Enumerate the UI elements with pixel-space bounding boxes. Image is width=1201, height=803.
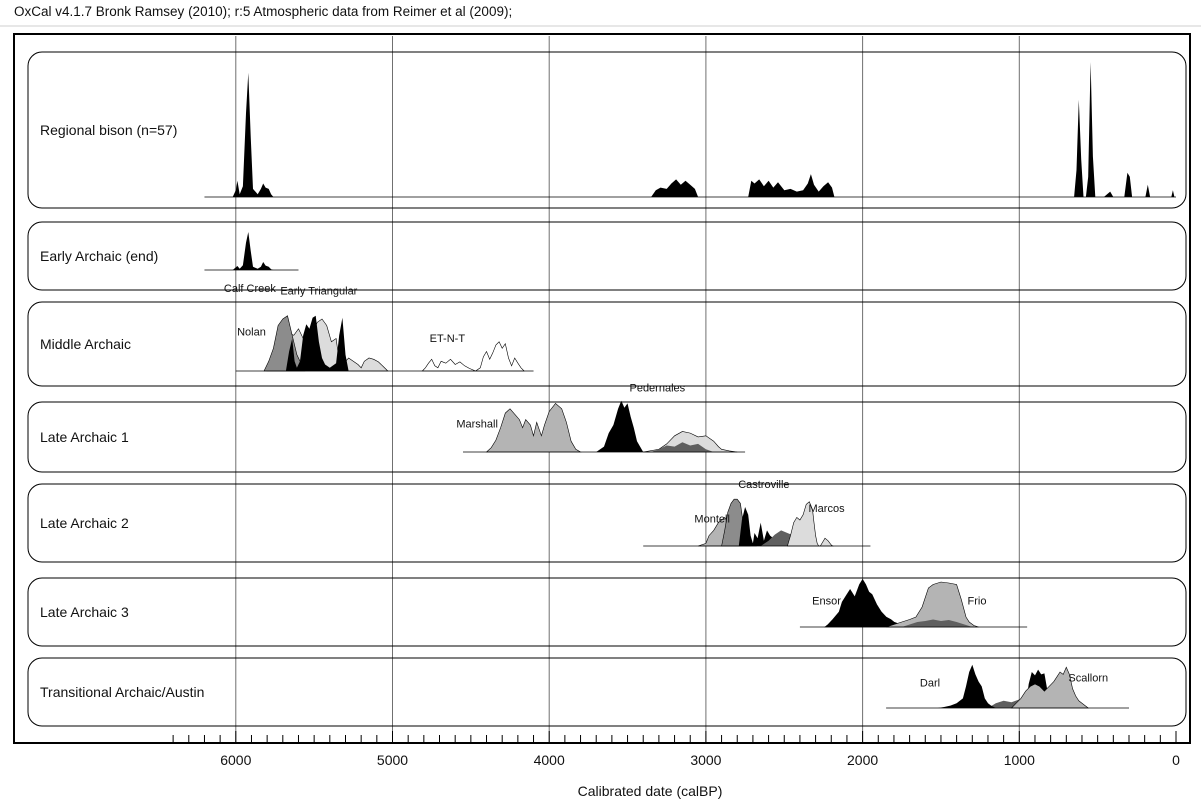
- series-3-3: [285, 315, 349, 371]
- row-box: [27, 301, 1187, 387]
- peak-label: Montell: [694, 514, 729, 526]
- series-4-3: [651, 442, 714, 452]
- row-label: Early Archaic (end): [40, 248, 158, 264]
- row-box: [27, 483, 1187, 563]
- series-1-1: [232, 72, 274, 197]
- series-1-2: [651, 179, 699, 197]
- row-box: [27, 577, 1187, 647]
- peak-label: Nolan: [237, 326, 266, 338]
- series-6-3: [901, 619, 973, 627]
- row-label: Middle Archaic: [40, 336, 131, 352]
- row-3: Middle Archaic Nolan Early Triangular ET-N-…: [27, 285, 1187, 387]
- peak-label: ET-N-T: [430, 333, 466, 345]
- series-1-3: [748, 174, 835, 197]
- tick-label: 1000: [1004, 752, 1035, 768]
- gridlines: [235, 36, 1020, 742]
- series-pedernales: [596, 400, 644, 452]
- x-axis-title: Calibrated date (calBP): [578, 783, 723, 799]
- chart-rows: Regional bison (n=57) Early Archaic (end)…: [27, 51, 1187, 727]
- series-et-n-t: [421, 341, 525, 372]
- peak-label: Scallorn: [1068, 673, 1108, 685]
- row-6: Late Archaic 3 Ensor Frio: [27, 577, 1187, 647]
- tick-label: 6000: [220, 752, 251, 768]
- peak-label: Darl: [920, 677, 940, 689]
- peak-label: Frio: [968, 596, 987, 608]
- row-1: Regional bison (n=57): [27, 51, 1187, 209]
- row-4: Late Archaic 1 Marshall Pedernales: [27, 383, 1187, 473]
- chart-header: OxCal v4.1.7 Bronk Ramsey (2010); r:5 At…: [14, 4, 513, 19]
- series-scallorn: [1010, 666, 1090, 709]
- series-frio: [886, 581, 979, 628]
- series-darl: [937, 664, 996, 708]
- peak-label: Castroville: [738, 479, 789, 491]
- row-label: Transitional Archaic/Austin: [40, 684, 204, 700]
- tick-label: 2000: [847, 752, 878, 768]
- row-box: [27, 401, 1187, 473]
- series-marcos: [786, 501, 834, 547]
- peak-label: Early Triangular: [280, 285, 357, 297]
- row-5: Late Archaic 2 Montell Castroville Marcos: [27, 479, 1187, 563]
- series-1-4: [1074, 62, 1175, 197]
- row-box: [27, 657, 1187, 727]
- tick-label: 4000: [534, 752, 565, 768]
- peak-label: Marshall: [456, 419, 498, 431]
- peak-label: Marcos: [809, 503, 846, 515]
- tick-label: 0: [1172, 752, 1180, 768]
- series-calf-creek: [232, 232, 274, 270]
- row-label: Late Archaic 2: [40, 515, 129, 531]
- tick-label: 3000: [690, 752, 721, 768]
- tick-label: 5000: [377, 752, 408, 768]
- row-label: Regional bison (n=57): [40, 122, 177, 138]
- row-7: Transitional Archaic/Austin Darl Scallorn: [27, 657, 1187, 727]
- peak-label: Calf Creek: [224, 283, 276, 295]
- peak-label: Pedernales: [629, 383, 685, 395]
- row-2: Early Archaic (end) Calf Creek: [27, 221, 1187, 295]
- row-label: Late Archaic 1: [40, 429, 129, 445]
- series-marshall: [485, 402, 582, 453]
- row-box: [27, 51, 1187, 209]
- row-box: [27, 221, 1187, 291]
- row-label: Late Archaic 3: [40, 604, 129, 620]
- series-castroville: [738, 507, 777, 546]
- plot-frame: [13, 33, 1191, 744]
- peak-label: Ensor: [812, 596, 841, 608]
- x-axis: 6000 5000 4000 3000 2000 1000 0 Calibrated date…: [172, 731, 1180, 799]
